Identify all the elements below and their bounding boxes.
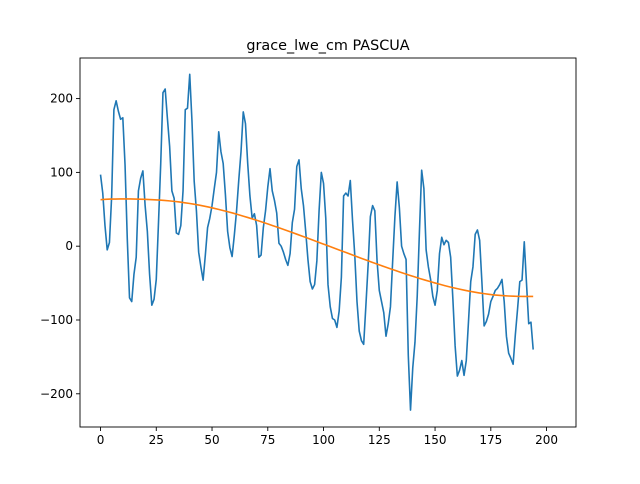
x-tick-label: 175	[479, 433, 502, 447]
y-tick-label: 0	[65, 239, 73, 253]
x-tick-label: 125	[368, 433, 391, 447]
series-line-1	[99, 73, 534, 411]
x-tick-label: 100	[312, 433, 335, 447]
x-tick-label: 200	[535, 433, 558, 447]
x-tick-label: 0	[97, 433, 105, 447]
y-tick-label: −200	[40, 387, 73, 401]
y-tick-label: −100	[40, 313, 73, 327]
y-tick-label: 100	[50, 165, 73, 179]
y-tick-label: 200	[50, 92, 73, 106]
x-tick-label: 75	[260, 433, 275, 447]
x-tick-label: 50	[204, 433, 219, 447]
series-line-2	[100, 198, 534, 298]
x-tick-label: 25	[149, 433, 164, 447]
axes-frame	[79, 57, 577, 428]
plot-area: 0 25 50 75 100 125 150 175 200 −200 −100 0 100 200	[40, 57, 577, 447]
chart-title: grace_lwe_cm PASCUA	[246, 38, 409, 54]
x-tick-label: 150	[424, 433, 447, 447]
